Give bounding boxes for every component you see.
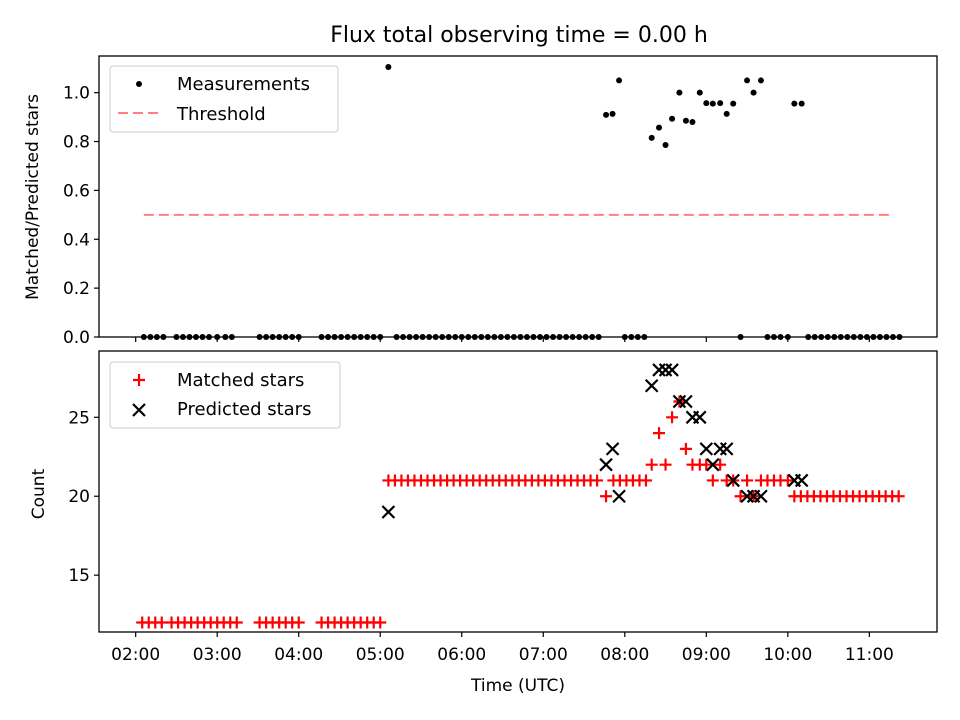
measurement-point bbox=[757, 77, 764, 84]
top-ytick-label: 0.0 bbox=[63, 328, 90, 348]
bottom-xtick-label: 05:00 bbox=[356, 645, 405, 665]
predicted-star-point bbox=[719, 442, 734, 456]
top-legend-box bbox=[109, 65, 339, 133]
matched-star-point bbox=[679, 442, 692, 455]
legend-measurements-label: Measurements bbox=[177, 74, 310, 95]
legend-matched-marker bbox=[133, 374, 145, 386]
bottom-xtick-label: 09:00 bbox=[682, 645, 731, 665]
bottom-xtick-label: 07:00 bbox=[519, 645, 568, 665]
bottom-ytick-label: 15 bbox=[68, 566, 90, 586]
predicted-star-point bbox=[381, 505, 396, 519]
legend-matched-label: Matched stars bbox=[177, 370, 304, 391]
matched-star-point bbox=[645, 458, 658, 471]
measurement-point bbox=[648, 134, 655, 141]
measurement-point bbox=[798, 100, 805, 107]
measurement-point bbox=[682, 117, 689, 124]
bottom-xtick-label: 06:00 bbox=[437, 645, 486, 665]
measurement-point bbox=[791, 100, 798, 107]
bottom-xtick-label: 11:00 bbox=[845, 645, 894, 665]
chart-title: Flux total observing time = 0.00 h bbox=[330, 23, 708, 48]
top-axes-frame bbox=[98, 55, 938, 338]
bottom-ytick-label: 20 bbox=[68, 487, 90, 507]
x-axis-label: Time (UTC) bbox=[470, 676, 565, 696]
matched-star-point bbox=[706, 474, 719, 487]
predicted-star-point bbox=[754, 489, 768, 504]
top-ytick-label: 0.4 bbox=[63, 230, 90, 250]
predicted-star-point bbox=[644, 378, 659, 393]
top-ytick-label: 1.0 bbox=[63, 84, 90, 104]
measurement-point bbox=[603, 111, 610, 118]
bottom-xtick-label: 04:00 bbox=[274, 645, 323, 665]
matched-star-point bbox=[781, 474, 794, 487]
measurement-point bbox=[696, 89, 703, 96]
measurement-point bbox=[709, 100, 716, 107]
legend-measurements-marker bbox=[136, 81, 142, 87]
measurement-point bbox=[616, 77, 623, 84]
bottom-panel: 15 20 25 02:00 03:00 04:00 05:00 06:00 07:00 08:… bbox=[29, 350, 938, 696]
matched-star-point bbox=[653, 427, 666, 440]
measurement-point bbox=[730, 100, 737, 107]
predicted-star-point bbox=[679, 394, 693, 409]
matched-star-point bbox=[734, 490, 747, 503]
predicted-star-point bbox=[599, 457, 613, 472]
top-ytick-label: 0.6 bbox=[63, 181, 90, 201]
matched-star-point bbox=[292, 616, 305, 629]
matched-star-point bbox=[659, 458, 672, 471]
matched-star-point bbox=[639, 474, 652, 487]
predicted-star-point bbox=[706, 457, 720, 472]
measurement-point bbox=[385, 63, 392, 70]
bottom-ytick-label: 25 bbox=[68, 408, 90, 428]
measurement-point bbox=[609, 110, 616, 117]
predicted-star-point bbox=[693, 410, 707, 425]
predicted-star-point bbox=[605, 442, 620, 456]
matched-star-point bbox=[591, 474, 604, 487]
measurement-point bbox=[662, 141, 669, 148]
matched-star-point bbox=[741, 474, 754, 487]
top-panel: 0.0 0.2 0.4 0.6 0.8 1.0 Matched/Predicted sta… bbox=[23, 55, 938, 348]
predicted-star-point bbox=[699, 442, 714, 456]
measurement-point bbox=[669, 115, 676, 122]
measurement-point bbox=[750, 89, 757, 96]
matched-star-point bbox=[374, 616, 387, 629]
measurement-point bbox=[703, 100, 710, 107]
legend-predicted-marker bbox=[132, 403, 146, 417]
matched-star-point bbox=[600, 490, 613, 503]
matched-star-point bbox=[714, 458, 727, 471]
bottom-xtick-label: 03:00 bbox=[193, 645, 242, 665]
measurement-point bbox=[717, 100, 724, 107]
predicted-star-point bbox=[726, 473, 740, 488]
predicted-star-point bbox=[665, 363, 679, 377]
measurement-point bbox=[744, 77, 751, 84]
top-legend: Measurements Threshold bbox=[109, 65, 339, 133]
measurement-point bbox=[656, 124, 663, 131]
matched-star-point bbox=[700, 458, 713, 471]
measurement-point bbox=[689, 118, 696, 125]
bottom-legend: Matched stars Predicted stars bbox=[109, 361, 341, 429]
top-ytick-label: 0.8 bbox=[63, 133, 90, 153]
measurement-point bbox=[723, 110, 730, 117]
matched-star-point bbox=[892, 490, 905, 503]
bottom-y-axis-label: Count bbox=[29, 468, 49, 519]
bottom-legend-box bbox=[109, 361, 341, 429]
bottom-xtick-label: 02:00 bbox=[111, 645, 160, 665]
legend-threshold-label: Threshold bbox=[176, 104, 266, 125]
predicted-star-point bbox=[794, 473, 809, 488]
matched-star-point bbox=[666, 411, 679, 424]
predicted-star-point bbox=[612, 489, 626, 504]
top-y-axis-label: Matched/Predicted stars bbox=[23, 94, 43, 300]
matched-star-point bbox=[230, 616, 243, 629]
bottom-axes-frame bbox=[98, 350, 938, 633]
measurement-point bbox=[676, 89, 683, 96]
legend-predicted-label: Predicted stars bbox=[177, 399, 311, 420]
bottom-xtick-label: 10:00 bbox=[763, 645, 812, 665]
bottom-xtick-label: 08:00 bbox=[600, 645, 649, 665]
top-ytick-label: 0.2 bbox=[63, 279, 90, 299]
